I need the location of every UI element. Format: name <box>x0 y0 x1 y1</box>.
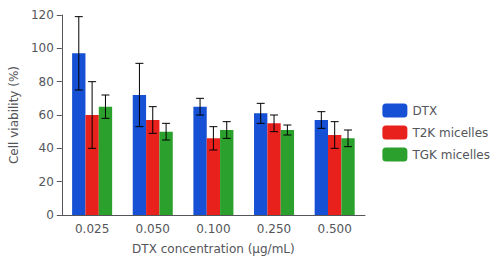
svg-text:0.025: 0.025 <box>75 222 109 236</box>
svg-text:100: 100 <box>31 41 54 55</box>
svg-text:0.500: 0.500 <box>318 222 352 236</box>
svg-text:0.250: 0.250 <box>257 222 291 236</box>
svg-text:0: 0 <box>46 208 54 222</box>
svg-text:40: 40 <box>39 141 54 155</box>
svg-text:DTX concentration (μg/mL): DTX concentration (μg/mL) <box>132 242 295 256</box>
svg-text:60: 60 <box>39 108 54 122</box>
svg-text:TGK micelles: TGK micelles <box>411 148 490 162</box>
svg-text:T2K micelles: T2K micelles <box>411 126 488 140</box>
svg-text:Cell viability (%): Cell viability (%) <box>7 66 21 164</box>
svg-text:DTX: DTX <box>412 104 437 118</box>
svg-text:20: 20 <box>39 175 54 189</box>
svg-text:80: 80 <box>39 75 54 89</box>
svg-text:0.100: 0.100 <box>196 222 230 236</box>
svg-text:0.050: 0.050 <box>136 222 170 236</box>
svg-text:120: 120 <box>31 8 54 22</box>
